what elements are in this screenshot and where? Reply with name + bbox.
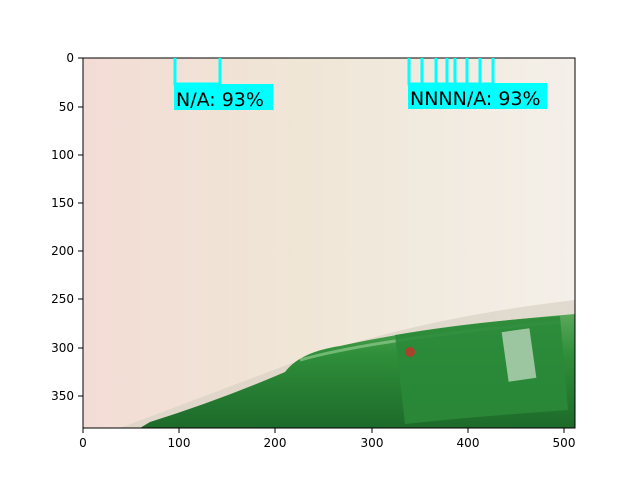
x-tick-label: 400	[457, 436, 480, 450]
y-tick-label: 0	[66, 51, 74, 65]
x-tick-label: 200	[264, 436, 287, 450]
x-axis: 0 100 200 300 400 500	[79, 428, 575, 450]
x-tick-label: 100	[168, 436, 191, 450]
x-tick-label: 300	[361, 436, 384, 450]
x-tick-label: 0	[79, 436, 87, 450]
detection-label-1: N/A: 93%	[176, 89, 264, 111]
y-tick-label: 50	[59, 100, 74, 114]
y-axis: 0 50 100 150 200 250 300 350	[51, 51, 83, 403]
y-tick-label: 350	[51, 389, 74, 403]
y-tick-label: 200	[51, 244, 74, 258]
detection-label-bg-1	[174, 84, 273, 110]
y-tick-label: 300	[51, 341, 74, 355]
y-tick-label: 100	[51, 148, 74, 162]
bottle-label-seal	[405, 347, 415, 357]
y-tick-label: 150	[51, 196, 74, 210]
y-tick-label: 250	[51, 292, 74, 306]
bottle-label-sticker	[501, 328, 537, 382]
photo	[83, 58, 575, 428]
axes-frame	[82, 57, 576, 429]
x-tick-label: 500	[553, 436, 576, 450]
detection-label-bg-2	[408, 83, 547, 109]
detection-label-2: NNNN/A: 93%	[410, 88, 541, 110]
bottle-label	[395, 316, 568, 424]
